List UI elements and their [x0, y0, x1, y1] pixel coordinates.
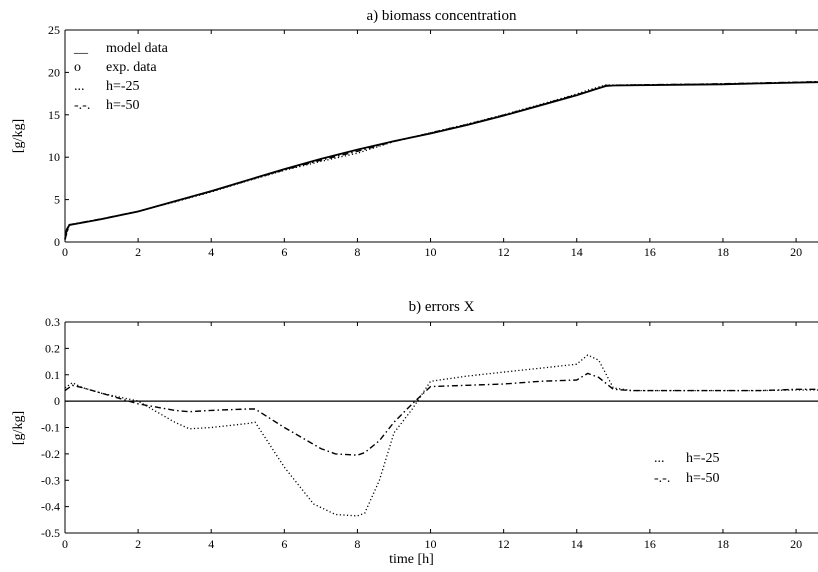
- legend-label: h=-50: [106, 98, 140, 113]
- x-tick-label: 12: [498, 245, 510, 259]
- y-tick-label: 0: [54, 394, 60, 408]
- x-tick-label: 10: [425, 537, 437, 551]
- x-tick-label: 6: [281, 245, 287, 259]
- x-tick-label: 12: [498, 537, 510, 551]
- chart-title: a) biomass concentration: [367, 8, 517, 24]
- x-tick-label: 6: [281, 537, 287, 551]
- y-tick-label: 0.3: [45, 315, 60, 329]
- x-tick-label: 20: [790, 245, 802, 259]
- x-tick-label: 2: [135, 245, 141, 259]
- y-tick-label: 0.1: [45, 368, 60, 382]
- x-tick-label: 8: [354, 245, 360, 259]
- x-tick-label: 10: [425, 245, 437, 259]
- legend-marker: -.-.: [654, 471, 670, 486]
- y-tick-label: 25: [48, 23, 60, 37]
- x-tick-label: 2: [135, 537, 141, 551]
- legend-marker: ...: [654, 451, 665, 466]
- x-tick-label: 16: [644, 537, 656, 551]
- series-line-h-25: [64, 81, 818, 239]
- legend-marker: __: [73, 41, 89, 56]
- y-axis-label: [g/kg]: [11, 119, 26, 153]
- y-tick-label: 20: [48, 65, 60, 79]
- x-tick-label: 4: [208, 245, 214, 259]
- legend-label: exp. data: [106, 60, 157, 75]
- series-line-model-data: [64, 81, 818, 240]
- y-tick-label: -0.5: [41, 526, 60, 540]
- panel-biomass: a) biomass concentration 0 2 4 6 8 10 12 14 16 18 2…: [11, 8, 818, 259]
- legend-label: h=-25: [686, 451, 720, 466]
- x-tick-label: 14: [571, 537, 583, 551]
- y-axis-label: [g/kg]: [11, 411, 26, 445]
- y-tick-label: -0.4: [41, 500, 60, 514]
- x-tick-label: 18: [717, 537, 729, 551]
- legend-marker: o: [74, 60, 81, 75]
- series-line-h-50: [64, 372, 818, 456]
- y-tick-label: 5: [54, 193, 60, 207]
- x-tick-label: 8: [354, 537, 360, 551]
- legend-label: model data: [106, 41, 169, 56]
- y-tick-label: 10: [48, 150, 60, 164]
- series-line-h-50: [64, 81, 818, 240]
- legend-marker: ...: [74, 79, 85, 94]
- x-tick-label: 4: [208, 537, 214, 551]
- y-tick-label: -0.1: [41, 421, 60, 435]
- chart-title: b) errors X: [409, 299, 475, 315]
- panel-errors: b) errors X 0 2 4 6 8 10 12 14 16 18 20 -0.5 -0.4 -0.3…: [11, 299, 818, 567]
- x-axis-label: time [h]: [389, 552, 434, 567]
- legend-marker: -.-.: [74, 98, 90, 113]
- legend-label: h=-50: [686, 471, 720, 486]
- x-tick-label: 18: [717, 245, 729, 259]
- x-tick-label: 0: [62, 537, 68, 551]
- y-tick-label: 0.2: [45, 341, 60, 355]
- x-tick-label: 16: [644, 245, 656, 259]
- x-tick-label: 14: [571, 245, 583, 259]
- y-tick-label: -0.2: [41, 447, 60, 461]
- series-line-h-25: [64, 354, 818, 517]
- x-tick-label: 0: [62, 245, 68, 259]
- x-tick-label: 20: [790, 537, 802, 551]
- legend-label: h=-25: [106, 79, 140, 94]
- y-tick-label: 15: [48, 108, 60, 122]
- y-tick-label: 0: [54, 235, 60, 249]
- y-tick-label: -0.3: [41, 473, 60, 487]
